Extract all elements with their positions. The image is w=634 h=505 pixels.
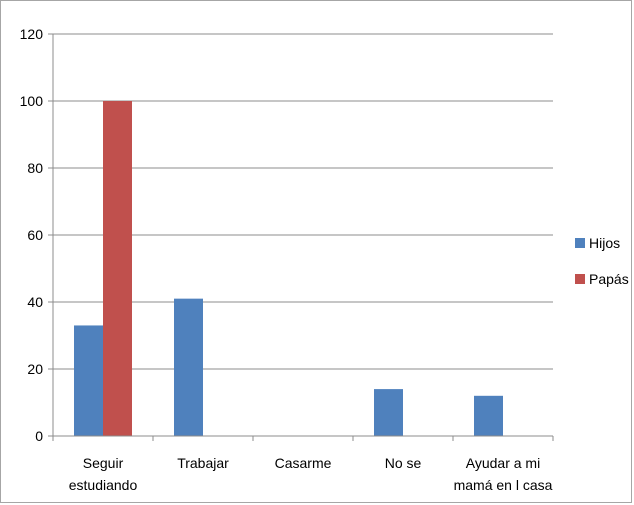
bar-hijos	[174, 298, 203, 436]
y-tick-label: 20	[27, 361, 43, 377]
y-tick-label: 100	[20, 93, 44, 109]
x-category-labels: Seguir estudiando Trabajar Casarme No se Ayud…	[69, 455, 553, 493]
x-category-label: mamá en l casa	[454, 477, 553, 493]
y-tick-labels: 0 20 40 60 80 100 120	[20, 26, 44, 444]
x-category-label: estudiando	[69, 477, 138, 493]
x-category-label: Casarme	[275, 455, 332, 471]
bars	[74, 101, 503, 436]
bar-hijos	[374, 389, 403, 436]
legend-swatch	[575, 238, 585, 248]
legend-label: Papás	[589, 271, 629, 287]
x-category-label: Trabajar	[177, 455, 229, 471]
bar-hijos	[474, 395, 503, 436]
bar-pap-s	[103, 101, 132, 436]
bar-hijos	[74, 325, 103, 436]
y-tick-label: 80	[27, 160, 43, 176]
legend: Hijos Papás	[575, 235, 629, 287]
axes	[48, 33, 554, 441]
y-tick-label: 0	[35, 428, 43, 444]
x-category-label: Seguir	[83, 455, 124, 471]
x-category-label: Ayudar a mi	[466, 455, 540, 471]
x-category-label: No se	[385, 455, 422, 471]
gridlines	[53, 33, 553, 370]
y-tick-label: 120	[20, 26, 44, 42]
legend-label: Hijos	[589, 235, 620, 251]
y-tick-label: 60	[27, 227, 43, 243]
y-tick-label: 40	[27, 294, 43, 310]
legend-swatch	[575, 274, 585, 284]
